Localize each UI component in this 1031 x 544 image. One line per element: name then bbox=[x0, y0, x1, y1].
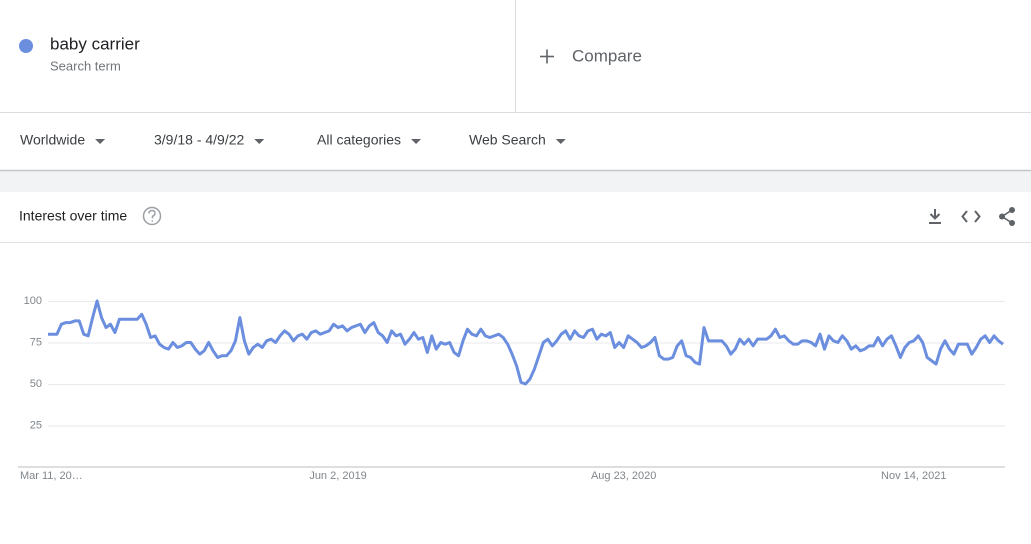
filter-bar: Worldwide 3/9/18 - 4/9/22 All categories We… bbox=[20, 132, 566, 148]
y-tick-label: 100 bbox=[24, 295, 42, 307]
x-tick-label: Mar 11, 20… bbox=[20, 470, 83, 482]
card-title: Interest over time bbox=[19, 208, 127, 224]
compare-text[interactable]: Compare bbox=[572, 46, 642, 65]
compare-button[interactable]: Compare bbox=[540, 46, 642, 65]
dropdown-arrow bbox=[555, 139, 566, 144]
x-tick-label: Aug 23, 2020 bbox=[591, 470, 656, 482]
help-circle bbox=[142, 206, 162, 226]
help-icon[interactable] bbox=[142, 206, 162, 226]
embed-icon[interactable] bbox=[961, 210, 981, 223]
dropdown-arrow bbox=[254, 139, 265, 144]
filter-dropdown[interactable]: All categories bbox=[317, 132, 401, 148]
search-term-label: Search term bbox=[50, 58, 121, 73]
share-node bbox=[1009, 207, 1015, 213]
trend-line bbox=[48, 299, 1004, 386]
filter-dropdown[interactable]: Web Search bbox=[469, 132, 546, 148]
separator-strip bbox=[0, 170, 1031, 192]
legend-dot bbox=[19, 39, 33, 53]
filter-dropdown[interactable]: 3/9/18 - 4/9/22 bbox=[154, 132, 245, 148]
y-tick-label: 50 bbox=[30, 378, 42, 390]
y-tick-label: 75 bbox=[30, 336, 42, 348]
dropdown-arrow bbox=[95, 139, 106, 144]
x-tick-label: Nov 14, 2021 bbox=[881, 470, 946, 482]
x-tick-label: Jun 2, 2019 bbox=[309, 470, 367, 482]
share-icon[interactable] bbox=[999, 207, 1015, 226]
chart: 25 50 75 100 Mar 11, 20… Jun 2, 2019 Aug 23, 2… bbox=[18, 295, 1005, 482]
share-node bbox=[999, 213, 1005, 220]
share-node bbox=[1009, 220, 1015, 226]
y-tick-label: 25 bbox=[30, 419, 42, 431]
search-term[interactable]: baby carrier bbox=[50, 34, 140, 53]
dropdown-arrow bbox=[411, 139, 422, 144]
filter-dropdown[interactable]: Worldwide bbox=[20, 132, 85, 148]
help-glyph bbox=[148, 209, 156, 222]
download-icon[interactable] bbox=[929, 209, 941, 224]
